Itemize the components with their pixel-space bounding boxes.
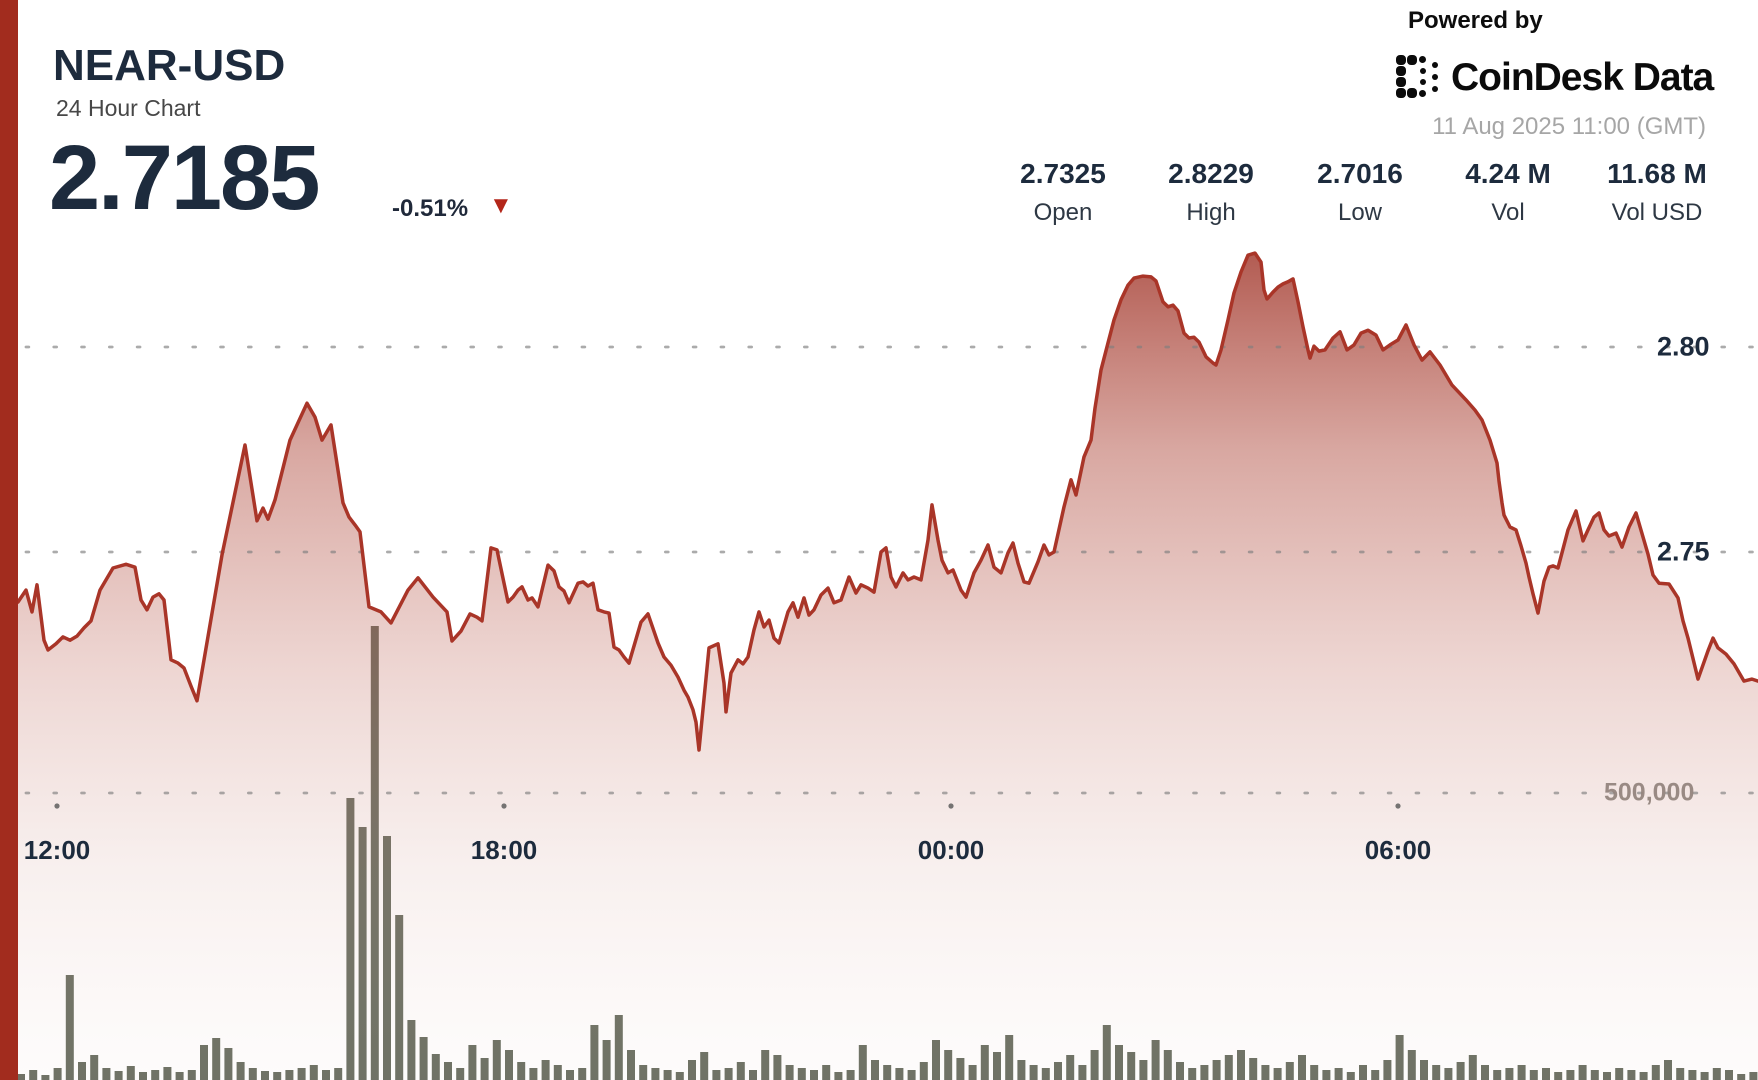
stat-low: 2.7016 Low	[1275, 160, 1445, 225]
page-title: NEAR-USD	[53, 41, 286, 90]
stat-vol-label: Vol	[1491, 199, 1525, 226]
x-axis-tick-dot	[1395, 803, 1401, 809]
time-axis-label: 06:00	[1364, 835, 1432, 865]
x-axis-tick-dot	[501, 803, 507, 809]
powered-by-label: Powered by	[1408, 7, 1543, 34]
dotted-gridlines	[24, 345, 1758, 795]
stat-high-label: High	[1186, 199, 1236, 226]
stat-high-value: 2.8229	[1168, 158, 1254, 189]
x-axis-tick-dots	[54, 803, 1401, 809]
stat-vol-usd-label: Vol USD	[1611, 199, 1703, 226]
brand-row: CoinDesk Data	[1396, 54, 1714, 100]
stat-open-value: 2.7325	[1020, 158, 1106, 189]
volume-axis-label: 500,000	[1604, 778, 1695, 807]
price-axis-label: 2.75	[1657, 536, 1710, 567]
price-area-fill	[18, 253, 1758, 1080]
stat-vol-value: 4.24 M	[1465, 158, 1551, 189]
current-price: 2.7185	[49, 127, 320, 229]
price-down-triangle-icon: ▼	[489, 192, 513, 219]
stat-high: 2.8229 High	[1126, 160, 1296, 225]
price-line	[16, 251, 1758, 752]
left-accent-bar	[0, 0, 18, 1080]
price-change-percent: -0.51%	[392, 195, 469, 222]
stat-vol: 4.24 M Vol	[1423, 160, 1593, 225]
coindesk-logo-icon	[1396, 55, 1440, 99]
brand-name: CoinDesk Data	[1451, 55, 1714, 99]
stat-vol-usd: 11.68 M Vol USD	[1572, 160, 1742, 225]
stat-low-value: 2.7016	[1317, 158, 1403, 189]
stat-low-label: Low	[1337, 199, 1383, 226]
stat-open-label: Open	[1033, 199, 1093, 226]
time-axis-label: 18:00	[470, 835, 538, 865]
stat-vol-usd-value: 11.68 M	[1607, 158, 1707, 189]
stat-open: 2.7325 Open	[978, 160, 1148, 225]
time-axis-label: 00:00	[917, 835, 985, 865]
x-axis-tick-dot	[54, 803, 60, 809]
chart-timestamp: 11 Aug 2025 11:00 (GMT)	[1432, 113, 1706, 140]
time-axis-label: 12:00	[23, 835, 91, 865]
x-axis-tick-dot	[948, 803, 954, 809]
price-axis-label: 2.80	[1657, 331, 1710, 362]
chart-subtitle: 24 Hour Chart	[56, 95, 201, 121]
